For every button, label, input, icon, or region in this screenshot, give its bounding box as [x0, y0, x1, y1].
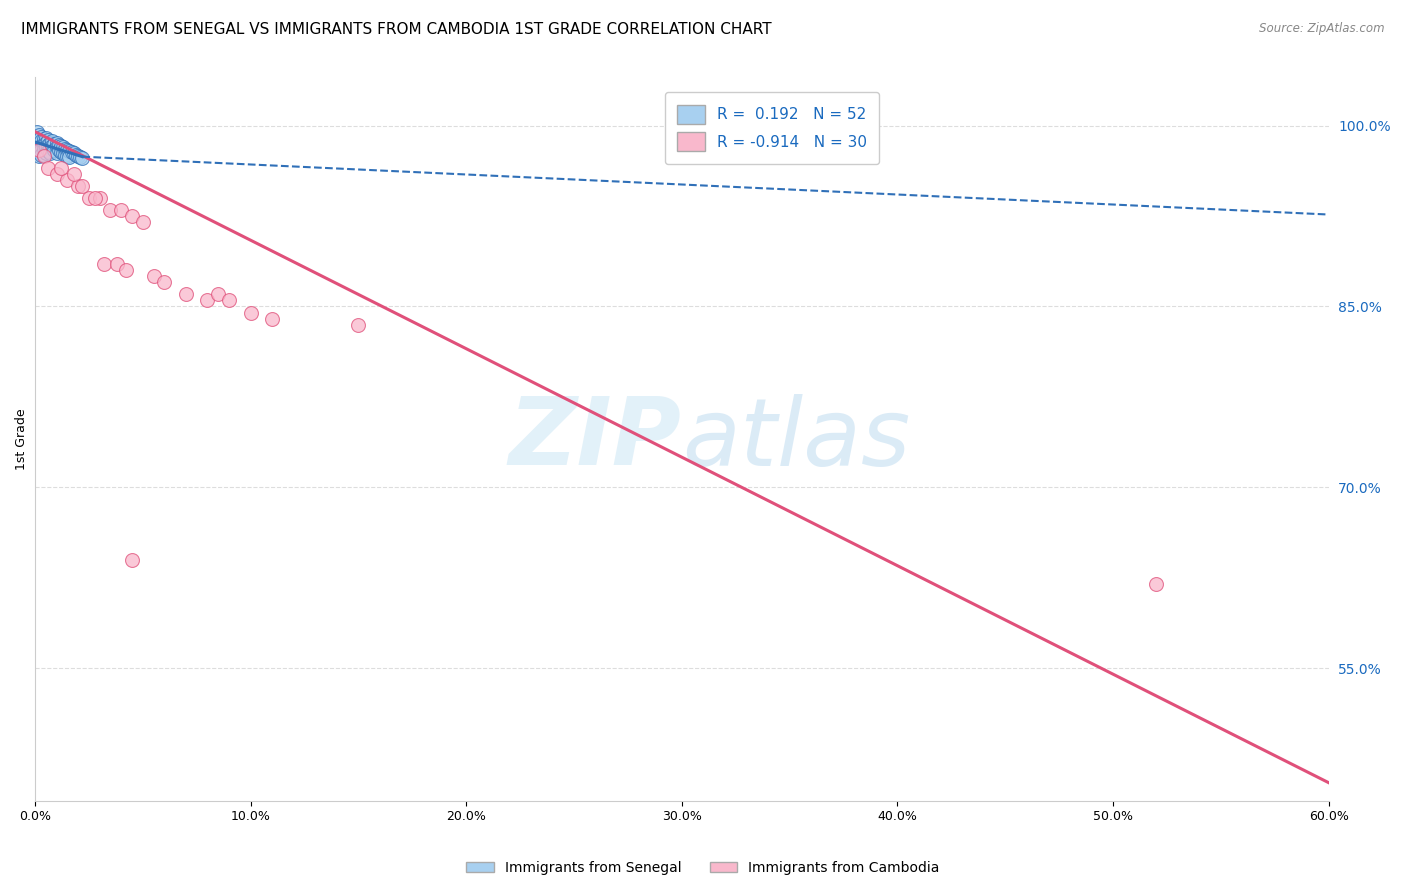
- Point: [77, 191, 100, 205]
- Point: [41, 134, 63, 148]
- Point: [35, 136, 58, 150]
- Point: [25, 136, 48, 151]
- Point: [52, 140, 75, 154]
- Point: [32, 136, 55, 151]
- Point: [32, 142, 55, 156]
- Point: [262, 311, 284, 326]
- Point: [44, 136, 66, 151]
- Point: [132, 215, 155, 229]
- Point: [32, 147, 55, 161]
- Point: [67, 149, 90, 163]
- Point: [39, 136, 62, 150]
- Point: [174, 287, 197, 301]
- Point: [30, 139, 52, 153]
- Point: [114, 263, 136, 277]
- Point: [48, 143, 70, 157]
- Point: [35, 140, 58, 154]
- Point: [28, 136, 51, 151]
- Point: [72, 178, 94, 193]
- Point: [45, 136, 67, 150]
- Point: [84, 191, 107, 205]
- Point: [110, 202, 132, 217]
- Legend: Immigrants from Senegal, Immigrants from Cambodia: Immigrants from Senegal, Immigrants from…: [461, 855, 945, 880]
- Point: [93, 257, 115, 271]
- Point: [32, 132, 55, 146]
- Point: [347, 318, 370, 332]
- Point: [53, 147, 76, 161]
- Point: [37, 161, 59, 175]
- Text: ZIP: ZIP: [509, 393, 682, 485]
- Point: [30, 143, 52, 157]
- Point: [39, 146, 62, 161]
- Point: [49, 161, 72, 175]
- Point: [25, 130, 48, 145]
- Point: [25, 125, 48, 139]
- Point: [1144, 576, 1167, 591]
- Point: [39, 140, 62, 154]
- Point: [207, 287, 229, 301]
- Point: [28, 149, 51, 163]
- Point: [239, 305, 262, 319]
- Point: [69, 150, 91, 164]
- Point: [218, 293, 240, 308]
- Point: [53, 142, 76, 156]
- Point: [37, 133, 59, 147]
- Text: IMMIGRANTS FROM SENEGAL VS IMMIGRANTS FROM CAMBODIA 1ST GRADE CORRELATION CHART: IMMIGRANTS FROM SENEGAL VS IMMIGRANTS FR…: [21, 22, 772, 37]
- Point: [72, 151, 94, 165]
- Point: [62, 167, 84, 181]
- Point: [41, 139, 63, 153]
- Point: [197, 293, 219, 308]
- Point: [28, 128, 51, 143]
- Point: [45, 146, 67, 161]
- Point: [67, 178, 90, 193]
- Point: [56, 173, 79, 187]
- Point: [121, 552, 143, 566]
- Point: [49, 139, 72, 153]
- Point: [142, 269, 165, 284]
- Point: [62, 146, 84, 161]
- Point: [52, 146, 75, 161]
- Point: [153, 276, 176, 290]
- Point: [35, 146, 58, 161]
- Point: [58, 150, 80, 164]
- Point: [65, 147, 87, 161]
- Point: [30, 147, 52, 161]
- Point: [28, 133, 51, 147]
- Point: [30, 129, 52, 144]
- Point: [100, 202, 122, 217]
- Point: [32, 149, 55, 163]
- Point: [45, 167, 67, 181]
- Point: [37, 137, 59, 152]
- Point: [37, 144, 59, 158]
- Point: [56, 149, 79, 163]
- Point: [30, 134, 52, 148]
- Legend: R =  0.192   N = 52, R = -0.914   N = 30: R = 0.192 N = 52, R = -0.914 N = 30: [665, 92, 879, 163]
- Point: [56, 143, 79, 157]
- Point: [105, 257, 128, 271]
- Text: Source: ZipAtlas.com: Source: ZipAtlas.com: [1260, 22, 1385, 36]
- Text: atlas: atlas: [682, 393, 910, 484]
- Point: [45, 140, 67, 154]
- Point: [60, 145, 83, 160]
- Point: [58, 144, 80, 158]
- Point: [48, 137, 70, 152]
- Point: [28, 143, 51, 157]
- Point: [49, 145, 72, 160]
- Point: [121, 209, 143, 223]
- Point: [44, 143, 66, 157]
- Point: [28, 145, 51, 160]
- Point: [89, 191, 111, 205]
- Y-axis label: 1st Grade: 1st Grade: [15, 409, 28, 470]
- Point: [35, 130, 58, 145]
